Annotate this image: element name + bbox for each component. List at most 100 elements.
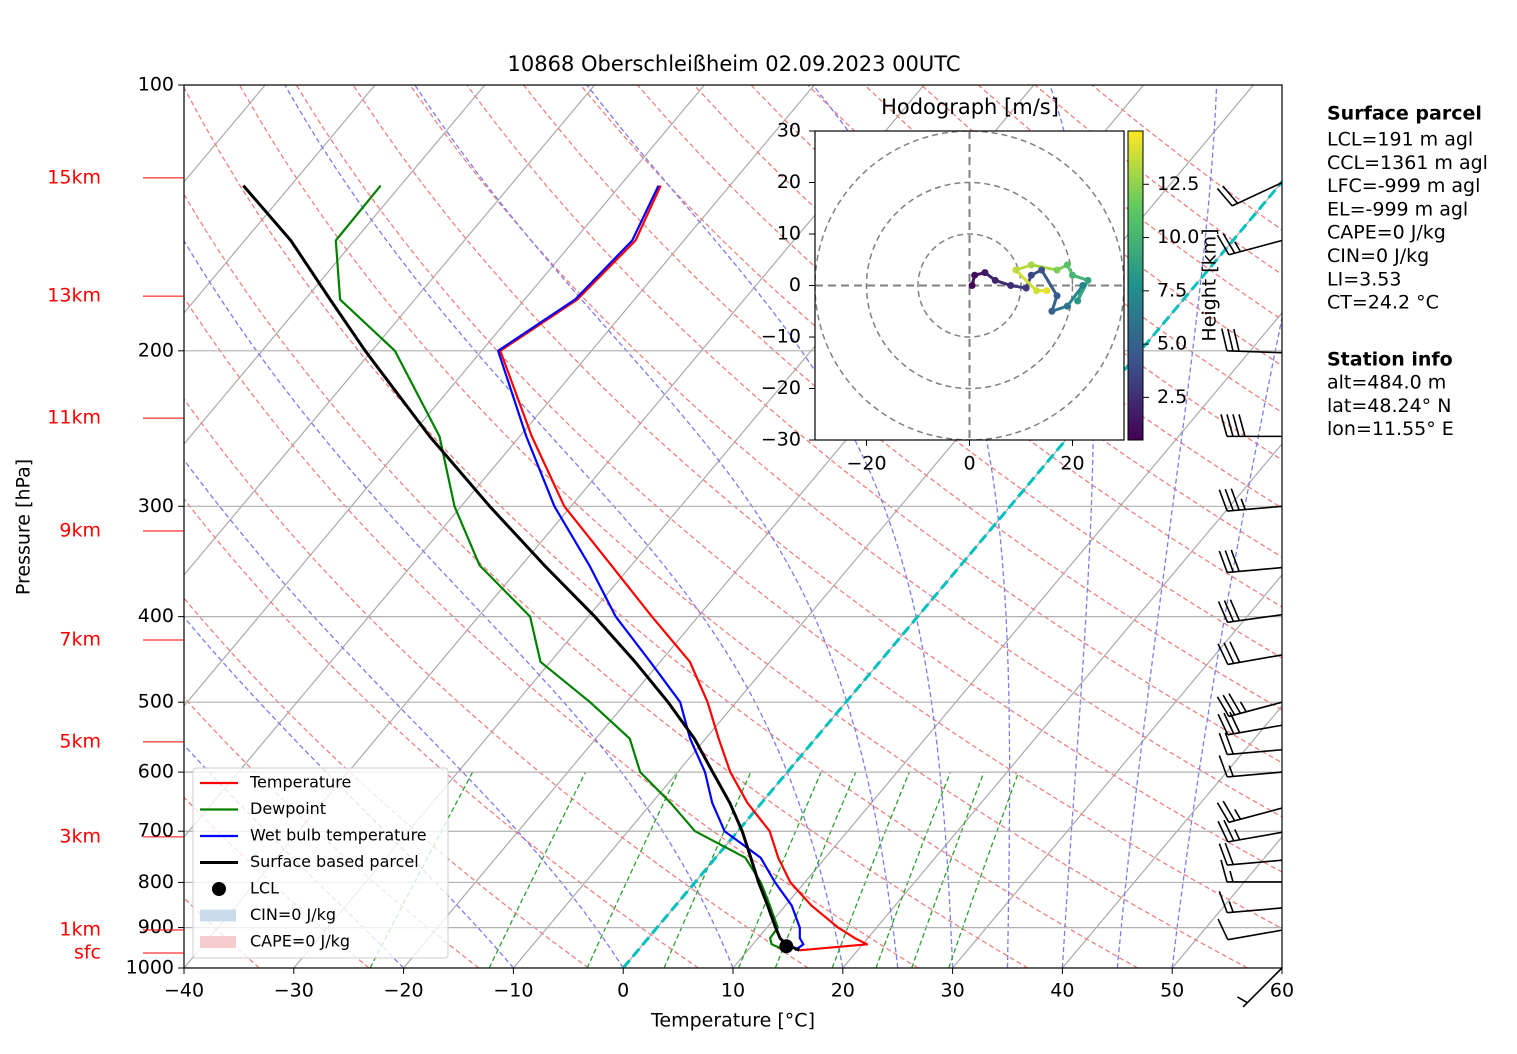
colorbar-label: Height [km] [1199, 228, 1221, 341]
isotherm [184, 85, 705, 707]
x-tick-label: 0 [617, 980, 629, 1002]
moist-adiabat [184, 616, 514, 968]
height-label: 11km [47, 407, 101, 429]
profile-line [497, 185, 805, 952]
legend-label: Temperature [249, 773, 351, 792]
y-tick-label: 200 [138, 339, 174, 361]
colorbar [1127, 130, 1144, 441]
panel-title: Station info [1327, 349, 1453, 371]
profiles [242, 184, 869, 954]
legend-label: LCL [250, 879, 279, 898]
isotherm [184, 85, 486, 445]
hodograph-point [1032, 287, 1040, 295]
moist-adiabat [184, 239, 734, 968]
profile-line [499, 185, 869, 952]
panel-line: EL=-999 m agl [1327, 198, 1468, 220]
mixing-ratio-line [586, 771, 679, 968]
height-label: 15km [47, 166, 101, 188]
dry-adiabat [238, 85, 1248, 968]
panel-line: CIN=0 J/kg [1327, 245, 1429, 267]
legend-swatch [200, 936, 236, 948]
x-tick-label: 50 [1160, 980, 1184, 1002]
colorbar-tick-label: 7.5 [1157, 279, 1187, 301]
y-tick-label: −10 [761, 326, 801, 348]
hodograph-plot [815, 131, 1124, 440]
isotherm [732, 311, 1282, 968]
wind-barb [1218, 488, 1283, 512]
legend-label: Dewpoint [250, 799, 326, 818]
height-label: 9km [59, 520, 101, 542]
panel-line: CCL=1361 m agl [1327, 152, 1488, 174]
x-tick-label: 20 [1060, 453, 1084, 475]
wind-barb [1237, 967, 1283, 1008]
hodograph-point [1007, 282, 1015, 289]
wind-barb [1217, 819, 1283, 843]
wind-barb [1216, 233, 1283, 256]
y-tick-label: 500 [138, 691, 174, 713]
y-tick-label: 700 [138, 820, 174, 842]
y-tick-label: 30 [777, 120, 801, 142]
legend-label: CAPE=0 J/kg [250, 932, 350, 951]
hodograph-point [1012, 266, 1020, 274]
hodograph-point [1069, 271, 1076, 279]
wind-barb [1218, 549, 1283, 574]
x-tick-label: 60 [1270, 980, 1294, 1002]
moist-adiabat [184, 458, 624, 968]
profile-line [334, 184, 786, 952]
height-label: 1km [59, 919, 101, 941]
wind-barb [1217, 918, 1283, 941]
hodograph-point [1027, 261, 1035, 269]
isotherm [952, 574, 1282, 968]
profile-line [242, 184, 801, 952]
isotherm [184, 85, 596, 576]
dry-adiabat [409, 85, 1282, 818]
wind-barb [1221, 328, 1283, 354]
foreground: −40 −30 −20 −10 0 10 20 30 40 50 60100200300400500… [47, 74, 1488, 1008]
panel-line: LI=3.53 [1327, 268, 1401, 290]
dry-adiabat [184, 497, 699, 968]
y-tick-label: −20 [761, 377, 801, 399]
height-label: 3km [59, 825, 101, 847]
y-tick-label: 10 [777, 223, 801, 245]
y-tick-label: 300 [138, 495, 174, 517]
hodograph-point [1053, 266, 1061, 274]
moist-adiabat [284, 85, 844, 968]
hodograph: −20 0 20 −30 −20 −10 0 10 20 30 2.5 5.0 7.5 10.0 12.5 [761, 120, 1199, 475]
hodograph-segment [1076, 279, 1090, 302]
wind-barb [1216, 181, 1283, 207]
y-tick-label: 100 [138, 74, 174, 96]
hodograph-point [1063, 302, 1071, 310]
hodograph-point [1043, 287, 1051, 295]
wind-barb [1218, 842, 1283, 866]
wind-barb [1220, 414, 1282, 438]
legend [192, 767, 449, 959]
dry-adiabat [184, 193, 1029, 968]
hodograph-point [1084, 276, 1092, 284]
wind-barb [1216, 800, 1283, 824]
height-label: 13km [47, 285, 101, 307]
panel-line: lon=11.55° E [1327, 418, 1454, 440]
hodograph-point [968, 282, 976, 289]
wind-barb [1217, 711, 1283, 736]
y-tick-label: 900 [138, 916, 174, 938]
colorbar-tick-label: 5.0 [1157, 333, 1187, 355]
wind-barb [1220, 859, 1282, 883]
hodograph-point [1074, 297, 1082, 305]
panel-line: CT=24.2 °C [1327, 292, 1439, 314]
hodograph-point [1027, 271, 1035, 279]
hodograph-segment [1014, 268, 1038, 292]
legend-label: CIN=0 J/kg [250, 905, 336, 924]
wind-barb [1218, 891, 1283, 914]
panel-line: CAPE=0 J/kg [1327, 222, 1446, 244]
isotherm [184, 85, 376, 314]
hodograph-ring [865, 181, 1074, 390]
y-tick-label: 800 [138, 871, 174, 893]
hodograph-point [991, 276, 999, 284]
y-tick-label: 400 [138, 605, 174, 627]
dry-adiabat [184, 397, 809, 968]
wind-barb [1217, 641, 1283, 666]
isotherm [1061, 705, 1282, 968]
panel-line: alt=484.0 m [1327, 372, 1446, 394]
dry-adiabat [184, 897, 260, 968]
